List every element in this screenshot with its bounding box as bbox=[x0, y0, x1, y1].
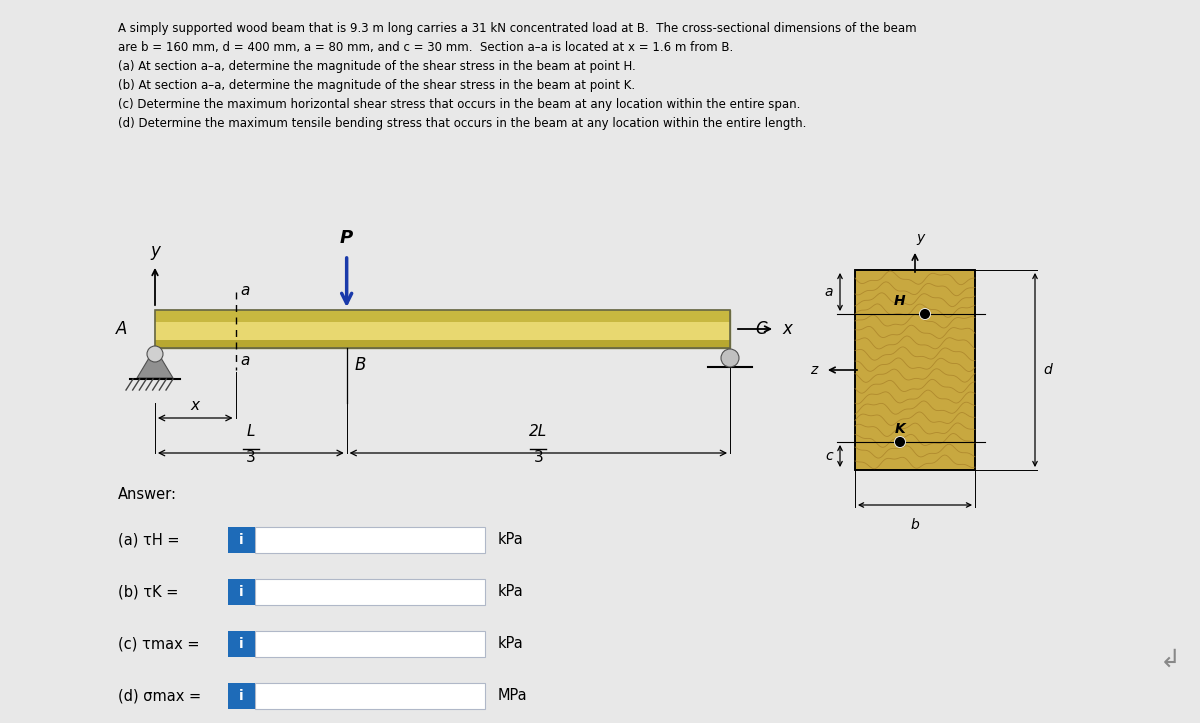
Text: i: i bbox=[239, 533, 244, 547]
Text: (d) Determine the maximum tensile bending stress that occurs in the beam at any : (d) Determine the maximum tensile bendin… bbox=[118, 117, 806, 130]
Text: i: i bbox=[239, 637, 244, 651]
Text: c: c bbox=[826, 449, 833, 463]
Text: y: y bbox=[150, 242, 160, 260]
Text: A simply supported wood beam that is 9.3 m long carries a 31 kN concentrated loa: A simply supported wood beam that is 9.3… bbox=[118, 22, 917, 35]
Text: a: a bbox=[240, 283, 250, 298]
Text: (b) τK =: (b) τK = bbox=[118, 584, 179, 599]
Bar bbox=[228, 683, 256, 709]
Text: kPa: kPa bbox=[498, 533, 523, 547]
Text: MPa: MPa bbox=[498, 688, 528, 703]
Text: y: y bbox=[916, 231, 924, 245]
Polygon shape bbox=[137, 348, 173, 378]
Circle shape bbox=[919, 309, 930, 320]
Circle shape bbox=[148, 346, 163, 362]
Bar bbox=[155, 322, 730, 340]
Text: 2L: 2L bbox=[529, 424, 547, 439]
Circle shape bbox=[721, 349, 739, 367]
Bar bbox=[854, 270, 974, 470]
Bar bbox=[256, 579, 485, 605]
Bar bbox=[228, 631, 256, 657]
Text: Answer:: Answer: bbox=[118, 487, 178, 502]
Text: H: H bbox=[893, 294, 905, 308]
Text: b: b bbox=[911, 518, 919, 532]
Text: x: x bbox=[782, 320, 792, 338]
Text: (a) At section a–a, determine the magnitude of the shear stress in the beam at p: (a) At section a–a, determine the magnit… bbox=[118, 60, 636, 73]
Text: d: d bbox=[1043, 363, 1051, 377]
Text: x: x bbox=[191, 398, 199, 413]
Text: ↲: ↲ bbox=[1159, 648, 1181, 672]
Text: B: B bbox=[355, 356, 366, 374]
Text: (a) τH =: (a) τH = bbox=[118, 533, 180, 547]
Text: kPa: kPa bbox=[498, 636, 523, 651]
Bar bbox=[155, 310, 730, 348]
Text: 3: 3 bbox=[246, 450, 256, 465]
Text: A: A bbox=[115, 320, 127, 338]
Bar bbox=[256, 527, 485, 553]
Bar bbox=[228, 579, 256, 605]
Circle shape bbox=[894, 437, 906, 448]
Text: (d) σmax =: (d) σmax = bbox=[118, 688, 202, 703]
Text: i: i bbox=[239, 585, 244, 599]
Bar bbox=[155, 310, 730, 348]
Text: K: K bbox=[895, 422, 906, 436]
Text: z: z bbox=[810, 363, 817, 377]
Bar bbox=[228, 527, 256, 553]
Bar bbox=[256, 683, 485, 709]
Text: a: a bbox=[824, 285, 833, 299]
Text: L: L bbox=[246, 424, 256, 439]
Text: a: a bbox=[240, 353, 250, 368]
Text: i: i bbox=[239, 689, 244, 703]
Bar bbox=[155, 340, 730, 348]
Text: C: C bbox=[755, 320, 767, 338]
Text: 3: 3 bbox=[534, 450, 544, 465]
Text: are b = 160 mm, d = 400 mm, a = 80 mm, and c = 30 mm.  Section a–a is located at: are b = 160 mm, d = 400 mm, a = 80 mm, a… bbox=[118, 41, 733, 54]
Bar bbox=[854, 270, 974, 470]
Text: P: P bbox=[340, 229, 353, 247]
Text: (c) τmax =: (c) τmax = bbox=[118, 636, 199, 651]
Text: (c) Determine the maximum horizontal shear stress that occurs in the beam at any: (c) Determine the maximum horizontal she… bbox=[118, 98, 800, 111]
Bar bbox=[155, 310, 730, 322]
Text: kPa: kPa bbox=[498, 584, 523, 599]
Bar bbox=[256, 631, 485, 657]
Text: (b) At section a–a, determine the magnitude of the shear stress in the beam at p: (b) At section a–a, determine the magnit… bbox=[118, 79, 635, 92]
